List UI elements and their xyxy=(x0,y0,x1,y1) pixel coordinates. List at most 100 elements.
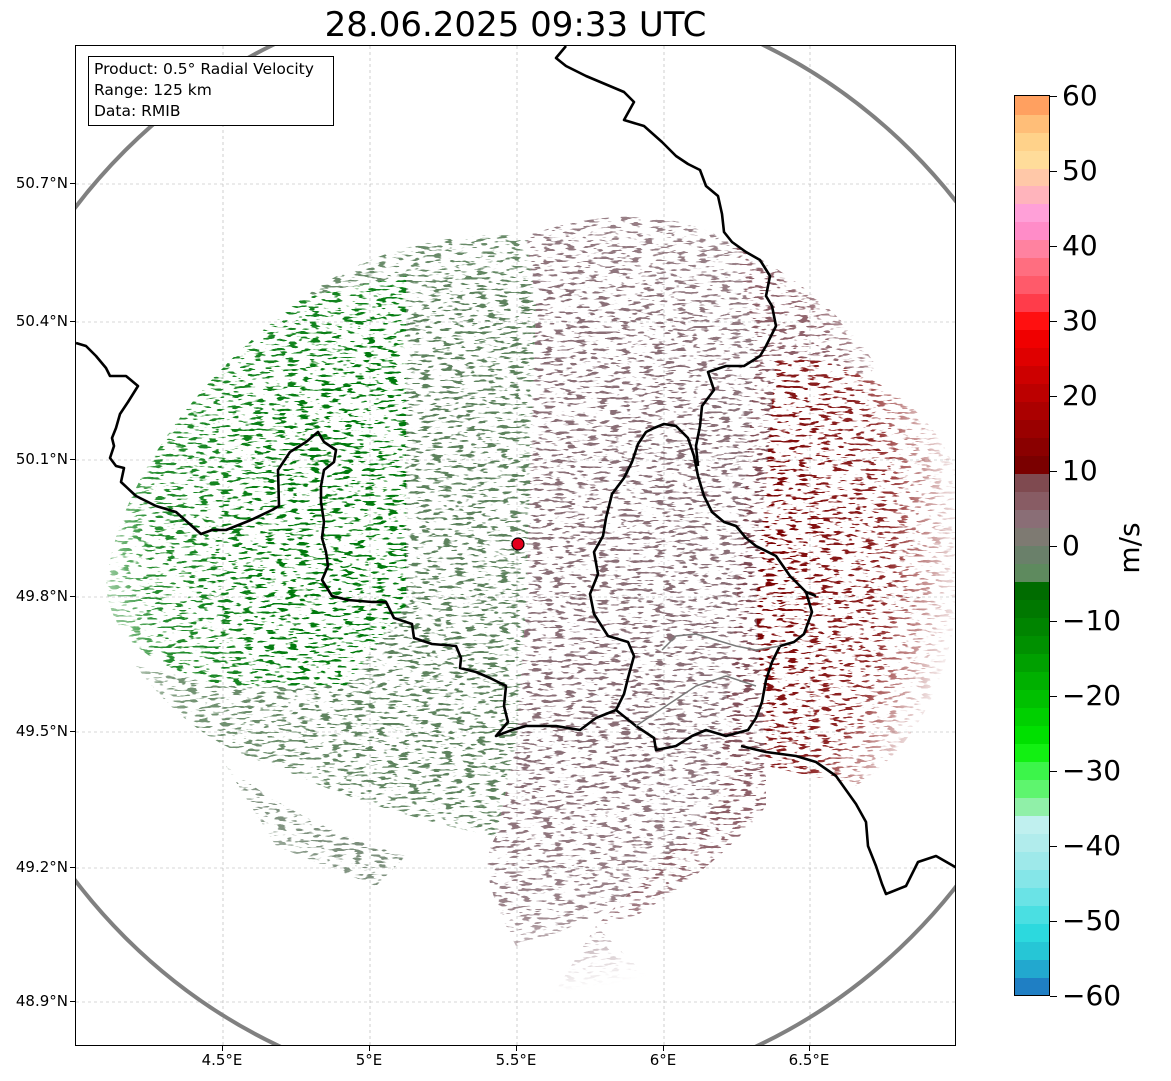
x-tick-label: 5°E xyxy=(355,1051,383,1069)
colorbar-segment xyxy=(1015,491,1049,511)
colorbar-segment xyxy=(1015,923,1049,942)
x-tick-label: 4.5°E xyxy=(201,1051,243,1069)
x-tick-label: 5.5°E xyxy=(495,1051,537,1069)
y-tick-mark xyxy=(70,731,75,732)
y-tick-label: 48.9°N xyxy=(15,992,68,1010)
colorbar-segment xyxy=(1015,401,1049,421)
colorbar-segment xyxy=(1015,239,1049,259)
colorbar-segment xyxy=(1015,131,1049,151)
x-tick-mark xyxy=(809,1046,810,1051)
colorbar-segment xyxy=(1015,977,1049,995)
colorbar-segment xyxy=(1015,509,1049,529)
colorbar-segment xyxy=(1015,635,1049,654)
province-borders xyxy=(635,633,781,727)
y-tick-label: 49.5°N xyxy=(15,722,68,740)
product-info-box: Product: 0.5° Radial Velocity Range: 125… xyxy=(88,56,334,126)
colorbar-tick-label: −20 xyxy=(1062,679,1122,712)
colorbar-segment xyxy=(1015,671,1049,690)
colorbar-tick-label: 30 xyxy=(1062,304,1098,337)
colorbar-tick-label: −40 xyxy=(1062,829,1122,862)
colorbar-segment xyxy=(1015,221,1049,241)
colorbar-segment xyxy=(1015,329,1049,349)
colorbar-segment xyxy=(1015,581,1049,601)
colorbar-segment xyxy=(1015,689,1049,708)
colorbar-segment xyxy=(1015,815,1049,834)
colorbar-tick-mark xyxy=(1050,921,1057,922)
colorbar-segment xyxy=(1015,365,1049,385)
colorbar-tick-mark xyxy=(1050,396,1057,397)
velocity-echoes xyxy=(106,216,955,1045)
colorbar-tick-mark xyxy=(1050,846,1057,847)
colorbar-tick-mark xyxy=(1050,96,1057,97)
radar-site-marker[interactable] xyxy=(511,537,525,551)
colorbar-tick-label: 0 xyxy=(1062,529,1080,562)
colorbar-tick-label: 10 xyxy=(1062,454,1098,487)
colorbar-tick-label: −60 xyxy=(1062,979,1122,1012)
colorbar-tick-label: −10 xyxy=(1062,604,1122,637)
colorbar-segment xyxy=(1015,761,1049,780)
range-label: Range: 125 km xyxy=(94,81,212,99)
colorbar-tick-mark xyxy=(1050,321,1057,322)
echo-receding-weak xyxy=(487,216,756,947)
colorbar-segment xyxy=(1015,96,1049,115)
x-tick-mark xyxy=(222,1046,223,1051)
y-tick-label: 49.2°N xyxy=(15,858,68,876)
colorbar-tick-label: 50 xyxy=(1062,154,1098,187)
x-tick-mark xyxy=(516,1046,517,1051)
y-tick-mark xyxy=(70,183,75,184)
colorbar-segment xyxy=(1015,185,1049,205)
colorbar-segment xyxy=(1015,275,1049,295)
colorbar-segment xyxy=(1015,905,1049,924)
colorbar-unit-label: m/s xyxy=(1113,522,1146,574)
colorbar-tick-mark xyxy=(1050,696,1057,697)
colorbar-segment xyxy=(1015,851,1049,870)
x-tick-label: 6°E xyxy=(649,1051,677,1069)
colorbar-segment xyxy=(1015,419,1049,439)
colorbar-tick-mark xyxy=(1050,996,1057,997)
colorbar-tick-label: 60 xyxy=(1062,79,1098,112)
y-tick-mark xyxy=(70,596,75,597)
colorbar-segment xyxy=(1015,455,1049,475)
colorbar-segment xyxy=(1015,617,1049,636)
colorbar-tick-label: −50 xyxy=(1062,904,1122,937)
colorbar-tick-label: −30 xyxy=(1062,754,1122,787)
colorbar-tick-mark xyxy=(1050,471,1057,472)
colorbar-segment xyxy=(1015,257,1049,277)
colorbar-segment xyxy=(1015,779,1049,798)
colorbar-segment xyxy=(1015,869,1049,888)
colorbar-segment xyxy=(1015,725,1049,744)
colorbar-segment xyxy=(1015,167,1049,187)
y-tick-label: 50.7°N xyxy=(15,174,68,192)
x-tick-mark xyxy=(663,1046,664,1051)
colorbar-segment xyxy=(1015,347,1049,367)
colorbar-segment xyxy=(1015,707,1049,726)
colorbar-segment xyxy=(1015,311,1049,331)
radar-map[interactable] xyxy=(75,45,956,1046)
x-tick-label: 6.5°E xyxy=(788,1051,830,1069)
colorbar-segment xyxy=(1015,473,1049,493)
y-tick-label: 50.1°N xyxy=(15,450,68,468)
colorbar-segment xyxy=(1015,653,1049,672)
product-label: Product: 0.5° Radial Velocity xyxy=(94,60,314,78)
colorbar-tick-mark xyxy=(1050,621,1057,622)
colorbar-segment xyxy=(1015,113,1049,133)
y-tick-mark xyxy=(70,867,75,868)
colorbar-segment xyxy=(1015,203,1049,223)
colorbar-segment xyxy=(1015,563,1049,583)
y-tick-mark xyxy=(70,1001,75,1002)
colorbar-segment xyxy=(1015,599,1049,619)
echo-receding-strong xyxy=(756,356,955,786)
y-tick-mark xyxy=(70,459,75,460)
data-source-label: Data: RMIB xyxy=(94,102,181,120)
y-tick-label: 49.8°N xyxy=(15,587,68,605)
colorbar-segment xyxy=(1015,383,1049,403)
y-tick-mark xyxy=(70,321,75,322)
echo-approaching-strong xyxy=(106,276,406,686)
radar-map-canvas xyxy=(76,46,955,1045)
colorbar-segment xyxy=(1015,797,1049,816)
colorbar-segment xyxy=(1015,545,1049,565)
echo-approaching-weak xyxy=(226,235,536,836)
x-tick-mark xyxy=(369,1046,370,1051)
colorbar-segment xyxy=(1015,293,1049,313)
colorbar-tick-mark xyxy=(1050,546,1057,547)
